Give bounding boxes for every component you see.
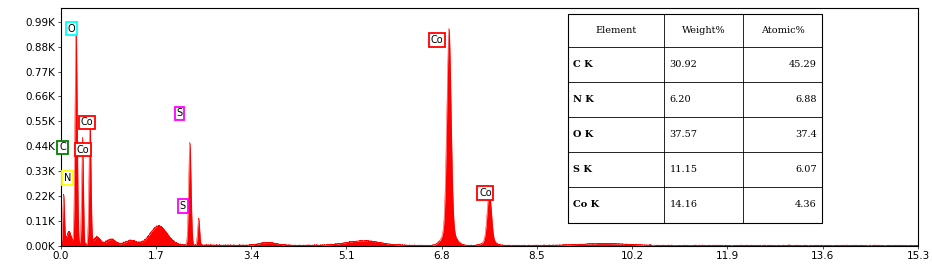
Text: 6.07: 6.07	[795, 165, 816, 174]
Text: Co K: Co K	[573, 201, 599, 210]
Text: 4.36: 4.36	[795, 201, 816, 210]
Text: C: C	[59, 142, 66, 152]
Text: Co: Co	[80, 117, 93, 128]
Text: N K: N K	[573, 95, 594, 104]
Text: 6.20: 6.20	[669, 95, 691, 104]
Text: S: S	[180, 201, 185, 211]
Text: 6.88: 6.88	[795, 95, 816, 104]
Bar	[569, 14, 822, 223]
Text: Weight%: Weight%	[682, 26, 725, 35]
Text: S: S	[176, 109, 183, 118]
Text: Co: Co	[431, 35, 443, 45]
Text: 37.57: 37.57	[669, 130, 697, 139]
Text: Atomic%: Atomic%	[761, 26, 804, 35]
Text: 14.16: 14.16	[669, 201, 697, 210]
Text: 45.29: 45.29	[789, 60, 816, 69]
Text: S K: S K	[573, 165, 592, 174]
Text: 11.15: 11.15	[669, 165, 697, 174]
Text: Co: Co	[479, 188, 492, 198]
Text: Co: Co	[76, 145, 89, 155]
Text: Element: Element	[596, 26, 637, 35]
Text: 30.92: 30.92	[669, 60, 697, 69]
Text: N: N	[64, 173, 71, 183]
Text: C K: C K	[573, 60, 593, 69]
Text: O K: O K	[573, 130, 594, 139]
Text: O: O	[68, 24, 75, 34]
Text: 37.4: 37.4	[795, 130, 816, 139]
